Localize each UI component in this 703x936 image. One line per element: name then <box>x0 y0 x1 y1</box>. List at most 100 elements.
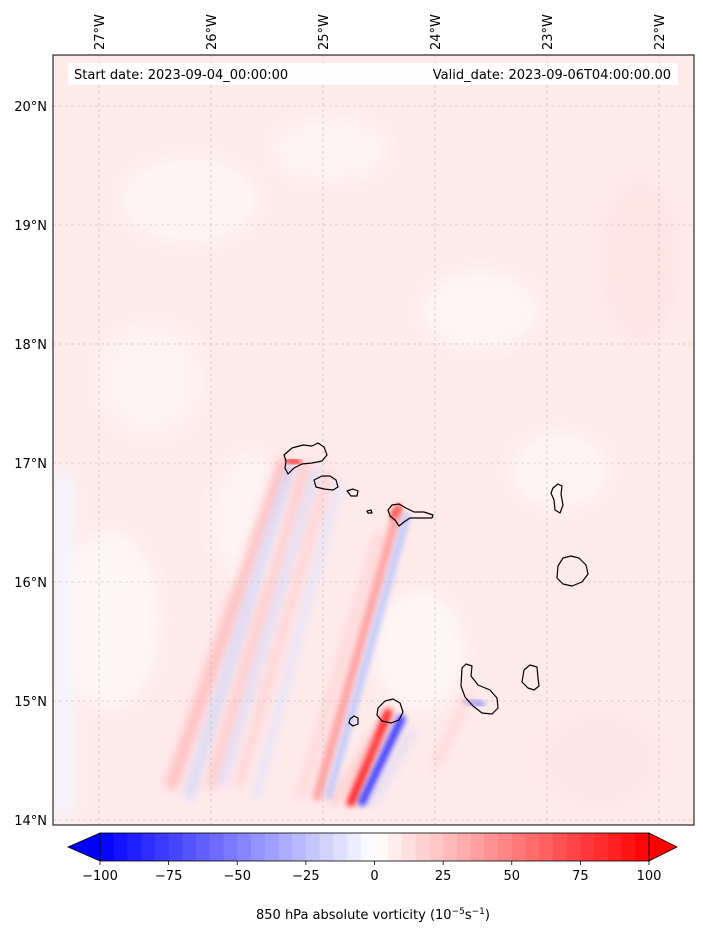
island-brava <box>348 715 359 727</box>
lat-tick-label: 15°N <box>14 695 47 710</box>
colorbar-tick-labels: −100 −75 −50 −25 0 25 50 75 100 <box>82 861 661 884</box>
vorticity-streaks <box>165 455 486 807</box>
colorbar-segment <box>498 833 513 861</box>
lat-tick-label: 16°N <box>14 576 47 591</box>
colorbar-segment <box>360 833 375 861</box>
info-box <box>68 63 678 85</box>
lon-tick-label: 25°W <box>317 14 332 50</box>
colorbar-segment <box>635 833 650 861</box>
lat-tick-label: 20°N <box>14 100 47 115</box>
colorbar-tick-label: −75 <box>155 869 182 884</box>
colorbar-segment <box>141 833 156 861</box>
map-frame <box>52 54 695 826</box>
colorbar-segment <box>196 833 211 861</box>
colorbar-segment <box>566 833 581 861</box>
lon-tick-label: 23°W <box>541 14 556 50</box>
colorbar-segment <box>511 833 526 861</box>
island-fogo <box>376 698 404 724</box>
colorbar-tick-label: −50 <box>224 869 251 884</box>
vorticity-streak <box>325 513 411 800</box>
vorticity-streak <box>312 505 404 802</box>
colorbar-segment <box>388 833 403 861</box>
lat-tick-label: 14°N <box>14 814 47 829</box>
colorbar-segment <box>127 833 142 861</box>
colorbar-segment <box>415 833 430 861</box>
colorbar-extend-max <box>648 832 678 862</box>
colorbar-segment <box>347 833 362 861</box>
colorbar-tick-label: −25 <box>292 869 319 884</box>
colorbar-segment <box>250 833 266 861</box>
colorbar-extend-min <box>67 832 101 862</box>
colorbar-segment <box>552 833 568 861</box>
colorbar-tick-label: −100 <box>82 869 118 884</box>
island-small-rock <box>366 509 373 514</box>
colorbar-segment <box>484 833 499 861</box>
colorbar-segment <box>621 833 636 861</box>
colorbar-tick-label: 25 <box>435 869 452 884</box>
colorbar-segment <box>113 833 128 861</box>
lat-tick-label: 17°N <box>14 457 47 472</box>
background-vorticity-texture <box>53 115 680 820</box>
colorbar-segment <box>168 833 183 861</box>
vorticity-streak <box>206 460 311 789</box>
colorbar-segment <box>319 833 334 861</box>
colorbar-segment <box>154 833 170 861</box>
map-panel: Start date: 2023-09-04_00:00:00 Valid_da… <box>53 55 694 825</box>
colorbar-segment <box>443 833 458 861</box>
lon-tick-label: 24°W <box>429 14 444 50</box>
island-sao-nicolau <box>387 503 434 527</box>
lon-tick-label: 27°W <box>93 14 108 50</box>
colorbar-tick-label: 100 <box>637 869 662 884</box>
gridlines <box>53 55 694 825</box>
colorbar-segment <box>470 833 485 861</box>
colorbar-segment <box>539 833 554 861</box>
colorbar-segment <box>264 833 279 861</box>
colorbar <box>67 832 678 862</box>
vorticity-streak <box>346 708 393 807</box>
colorbar-segment <box>100 833 115 861</box>
colorbar-label: 850 hPa absolute vorticity (10−5s−1) <box>256 907 490 923</box>
colorbar-segment <box>333 833 348 861</box>
lat-tick-label: 19°N <box>14 219 47 234</box>
colorbar-tick-label: 75 <box>572 869 589 884</box>
colorbar-segment <box>525 833 540 861</box>
latitude-tick-labels: 14°N 15°N 16°N 17°N 18°N 19°N 20°N <box>14 100 47 829</box>
colorbar-segment <box>305 833 321 861</box>
colorbar-tick-label: 0 <box>370 869 378 884</box>
vorticity-streak <box>331 733 377 806</box>
coastlines <box>283 442 589 727</box>
lon-tick-label: 22°W <box>653 14 668 50</box>
longitude-tick-labels: 27°W 26°W 25°W 24°W 23°W 22°W <box>93 14 668 50</box>
valid-date-label: Valid_date: 2023-09-06T04:00:00.00 <box>433 68 671 83</box>
lon-tick-label: 26°W <box>205 14 220 50</box>
colorbar-segment <box>580 833 595 861</box>
colorbar-segment <box>182 833 197 861</box>
vorticity-streak <box>358 714 406 807</box>
vorticity-streak <box>218 465 321 788</box>
vorticity-streak <box>431 691 473 771</box>
colorbar-segment <box>237 833 252 861</box>
vorticity-streak <box>184 461 296 801</box>
colorbar-tick-label: 50 <box>503 869 520 884</box>
colorbar-segment <box>401 833 417 861</box>
lat-tick-label: 18°N <box>14 338 47 353</box>
colorbar-segment <box>374 833 389 861</box>
colorbar-segment <box>278 833 293 861</box>
vorticity-streak <box>389 504 403 520</box>
vorticity-streak <box>297 530 383 800</box>
colorbar-segment <box>223 833 238 861</box>
island-santo-antao <box>283 442 328 475</box>
island-santiago <box>460 663 499 715</box>
island-boa-vista <box>556 555 589 587</box>
colorbar-segment <box>209 833 225 861</box>
vorticity-streak <box>370 727 416 806</box>
colorbar-segment <box>292 833 307 861</box>
colorbar-segment <box>429 833 444 861</box>
colorbar-segment <box>594 833 609 861</box>
colorbar-segment <box>456 833 472 861</box>
island-santa-luzia <box>346 488 359 497</box>
start-date-label: Start date: 2023-09-04_00:00:00 <box>74 68 288 83</box>
vorticity-streak <box>285 456 303 467</box>
island-sal <box>550 483 564 514</box>
